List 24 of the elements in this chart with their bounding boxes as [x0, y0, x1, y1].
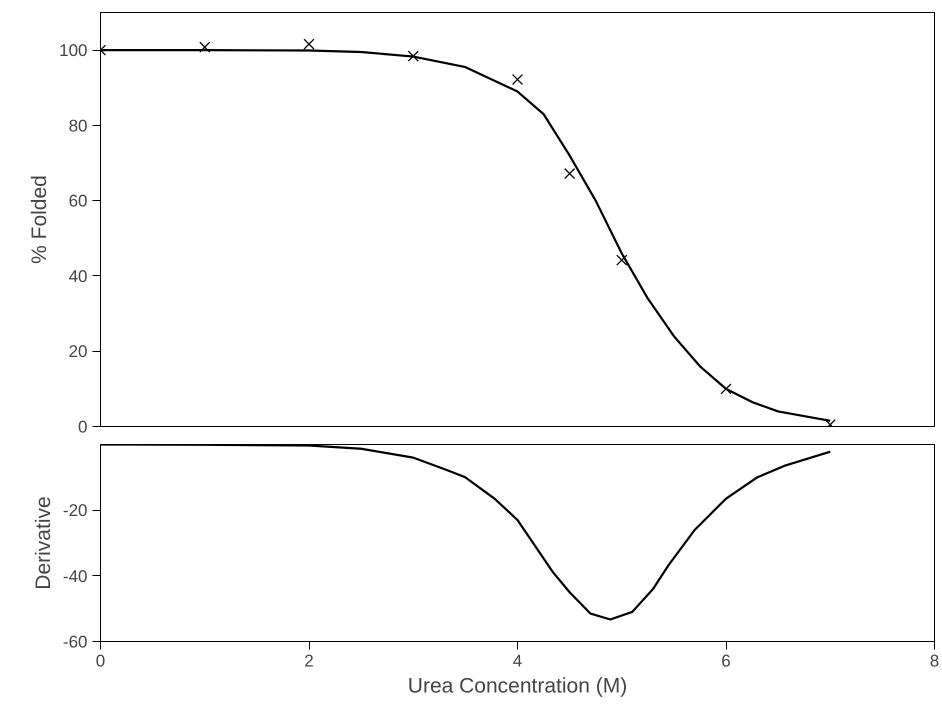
y-tick-label: 80	[68, 116, 88, 136]
y-axis-title: Derivative	[32, 496, 55, 590]
y-tick-label: 100	[59, 41, 88, 60]
point	[199, 42, 210, 53]
y-tick-label: -60	[62, 632, 88, 652]
y-tick-label: 20	[68, 342, 88, 362]
x-tick-label: 4	[512, 652, 522, 670]
point	[512, 74, 524, 86]
y-tick-label: -20	[62, 501, 88, 520]
y-tick-label: 60	[68, 192, 88, 211]
y-tick-label: 40	[68, 266, 88, 286]
y-axis-title: % Folded	[28, 175, 52, 264]
y-tick-label: 0	[78, 418, 88, 436]
x-tick-label: 2	[304, 652, 314, 670]
x-tick-label: 6	[721, 652, 731, 670]
point	[408, 50, 419, 62]
point	[720, 383, 732, 394]
point	[564, 168, 576, 180]
point	[616, 254, 628, 266]
x-tick-label: 8	[930, 652, 940, 670]
x-tick-label: 0	[96, 652, 106, 670]
x-axis-title: Urea Concentration (M)	[408, 674, 628, 698]
y-tick-label: -40	[62, 566, 88, 586]
point	[303, 38, 315, 50]
